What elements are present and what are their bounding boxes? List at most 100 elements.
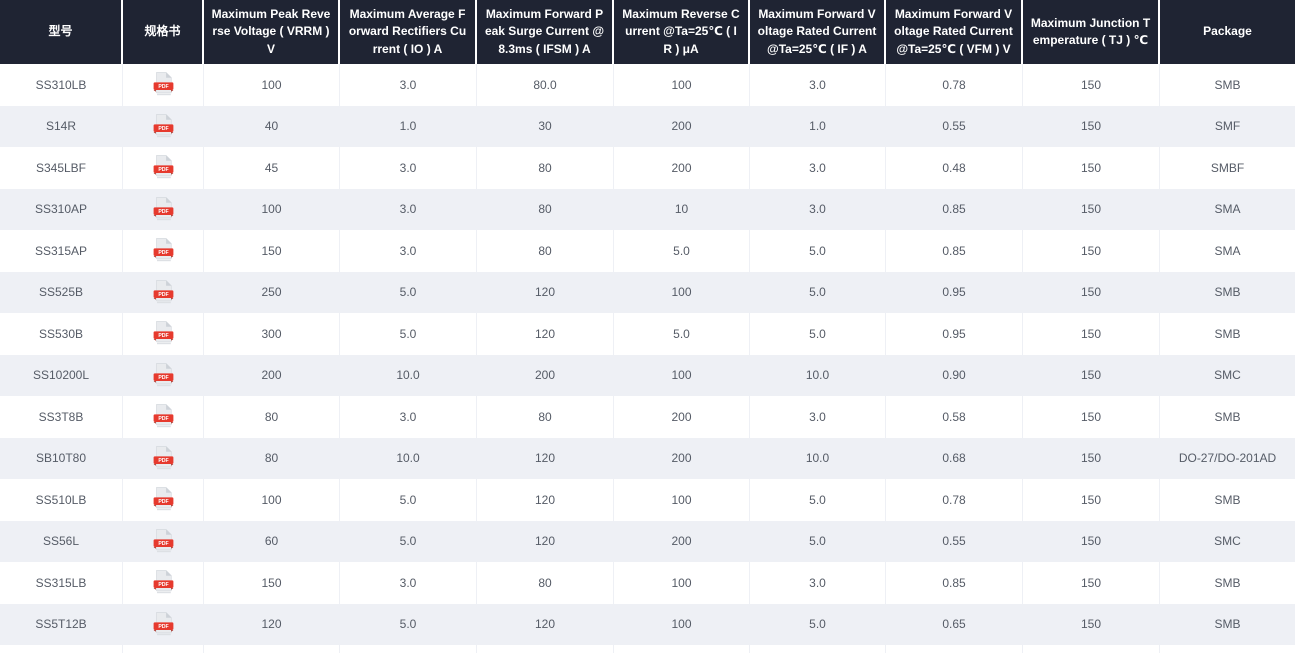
pdf-file-icon[interactable]: PDF xyxy=(153,487,174,512)
vfm-cell: 0.85 xyxy=(886,188,1023,230)
if-cell: 5.0 xyxy=(750,271,886,313)
pdf-file-icon[interactable]: PDF xyxy=(153,238,174,263)
tj-cell: 150 xyxy=(1023,105,1160,147)
svg-text:PDF: PDF xyxy=(158,333,168,339)
package-cell: SMB xyxy=(1160,271,1295,313)
if-cell: 5.0 xyxy=(750,313,886,355)
if-cell: 3.0 xyxy=(750,562,886,604)
io-cell: 3.0 xyxy=(340,64,477,106)
pdf-file-icon[interactable]: PDF xyxy=(153,155,174,180)
datasheet-cell: PDF xyxy=(123,354,204,396)
header-package: Package xyxy=(1160,0,1295,64)
table-row: SS510LB PDF 100 5.0 120 100 5.0 0.78 150… xyxy=(0,479,1295,521)
datasheet-cell: PDF xyxy=(123,188,204,230)
svg-text:PDF: PDF xyxy=(158,167,168,173)
vrrm-cell: 200 xyxy=(204,354,340,396)
svg-text:PDF: PDF xyxy=(158,499,168,505)
package-cell: SMB xyxy=(1160,396,1295,438)
model-cell: SB10T80 xyxy=(0,437,123,479)
pdf-file-icon[interactable]: PDF xyxy=(153,279,174,305)
table-row: SS530B PDF 300 5.0 120 5.0 5.0 0.95 150 … xyxy=(0,313,1295,355)
if-cell xyxy=(750,645,886,653)
pdf-file-icon[interactable]: PDF xyxy=(153,113,174,139)
vrrm-cell xyxy=(204,645,340,653)
if-cell: 3.0 xyxy=(750,188,886,230)
vfm-cell: 0.65 xyxy=(886,603,1023,645)
pdf-file-icon[interactable]: PDF xyxy=(153,404,174,429)
if-cell: 1.0 xyxy=(750,105,886,147)
pdf-file-icon[interactable]: PDF xyxy=(153,72,174,97)
vfm-cell: 0.85 xyxy=(886,562,1023,604)
vfm-cell: 0.95 xyxy=(886,313,1023,355)
pdf-file-icon[interactable]: PDF xyxy=(153,570,174,595)
pdf-file-icon[interactable]: PDF xyxy=(153,528,174,554)
header-ir: Maximum Reverse Current @Ta=25℃ ( IR ) μ… xyxy=(614,0,750,64)
package-cell: SMC xyxy=(1160,354,1295,396)
model-cell: S14R xyxy=(0,105,123,147)
header-if: Maximum Forward Voltage Rated Current @T… xyxy=(750,0,886,64)
ifsm-cell: 200 xyxy=(477,354,614,396)
io-cell: 3.0 xyxy=(340,188,477,230)
model-cell: SS5T12B xyxy=(0,603,123,645)
ifsm-cell: 80.0 xyxy=(477,64,614,106)
svg-text:PDF: PDF xyxy=(158,416,168,422)
vrrm-cell: 80 xyxy=(204,437,340,479)
io-cell: 10.0 xyxy=(340,437,477,479)
tj-cell: 150 xyxy=(1023,396,1160,438)
tj-cell: 150 xyxy=(1023,313,1160,355)
ifsm-cell: 80 xyxy=(477,147,614,189)
vfm-cell: 0.48 xyxy=(886,147,1023,189)
pdf-file-icon[interactable]: PDF xyxy=(153,611,174,637)
datasheet-cell: PDF xyxy=(123,230,204,272)
pdf-file-icon[interactable]: PDF xyxy=(153,196,174,222)
package-cell: SMB xyxy=(1160,562,1295,604)
vfm-cell: 0.68 xyxy=(886,437,1023,479)
package-cell: DO-27/DO-201AD xyxy=(1160,437,1295,479)
table-row: SS310LB PDF 100 3.0 80.0 100 3.0 0.78 15… xyxy=(0,64,1295,106)
ir-cell: 200 xyxy=(614,520,750,562)
model-cell: SS525B xyxy=(0,271,123,313)
model-cell: SS10200L xyxy=(0,354,123,396)
tj-cell: 150 xyxy=(1023,603,1160,645)
vrrm-cell: 60 xyxy=(204,520,340,562)
ir-cell: 200 xyxy=(614,147,750,189)
vfm-cell: 0.95 xyxy=(886,271,1023,313)
header-tj: Maximum Junction Temperature ( TJ ) ℃ xyxy=(1023,0,1160,64)
io-cell: 3.0 xyxy=(340,230,477,272)
vfm-cell: 0.55 xyxy=(886,520,1023,562)
vrrm-cell: 100 xyxy=(204,188,340,230)
pdf-file-icon[interactable]: PDF xyxy=(153,445,174,471)
table-body: SS310LB PDF 100 3.0 80.0 100 3.0 0.78 15… xyxy=(0,64,1295,653)
datasheet-cell: PDF xyxy=(123,313,204,355)
ir-cell: 100 xyxy=(614,603,750,645)
svg-text:PDF: PDF xyxy=(158,84,168,90)
ir-cell: 200 xyxy=(614,437,750,479)
ifsm-cell: 80 xyxy=(477,230,614,272)
model-cell: SS510LB xyxy=(0,479,123,521)
pdf-file-icon[interactable]: PDF xyxy=(153,362,174,388)
table-row: SS10200L PDF 200 10.0 200 100 10.0 0.90 … xyxy=(0,354,1295,396)
vfm-cell: 0.85 xyxy=(886,230,1023,272)
package-cell: SMF xyxy=(1160,105,1295,147)
io-cell: 1.0 xyxy=(340,105,477,147)
vfm-cell: 0.78 xyxy=(886,479,1023,521)
if-cell: 5.0 xyxy=(750,603,886,645)
ifsm-cell: 120 xyxy=(477,520,614,562)
ifsm-cell: 80 xyxy=(477,562,614,604)
io-cell: 3.0 xyxy=(340,147,477,189)
ir-cell: 100 xyxy=(614,64,750,106)
if-cell: 5.0 xyxy=(750,479,886,521)
model-cell: SS310LB xyxy=(0,64,123,106)
vfm-cell xyxy=(886,645,1023,653)
if-cell: 10.0 xyxy=(750,437,886,479)
header-datasheet: 规格书 xyxy=(123,0,204,64)
datasheet-cell: PDF xyxy=(123,271,204,313)
package-cell: SMB xyxy=(1160,479,1295,521)
table-row: SS3T8B PDF 80 3.0 80 200 3.0 0.58 150 SM… xyxy=(0,396,1295,438)
pdf-file-icon[interactable]: PDF xyxy=(153,321,174,346)
if-cell: 3.0 xyxy=(750,396,886,438)
ifsm-cell: 80 xyxy=(477,188,614,230)
io-cell: 3.0 xyxy=(340,396,477,438)
datasheet-cell: PDF xyxy=(123,520,204,562)
